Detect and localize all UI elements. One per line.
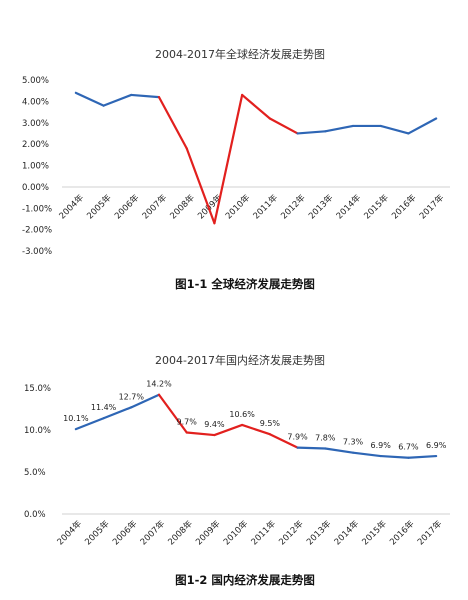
series-segment — [324, 447, 355, 454]
chart-title: 2004-2017年国内经济发展走势图 — [155, 353, 325, 367]
x-tick-label: 2004年 — [57, 192, 86, 221]
series-segment-highlight — [185, 147, 216, 225]
series-segment-highlight — [213, 423, 244, 437]
series-segment — [130, 393, 161, 409]
x-tick-label: 2012年 — [277, 518, 306, 547]
series-segment-highlight — [157, 95, 188, 150]
y-tick-label: -2.00% — [22, 226, 52, 236]
series-segment — [74, 417, 105, 431]
y-tick-label: 0.0% — [24, 510, 46, 520]
y-tick-label: 1.00% — [22, 162, 49, 172]
series-segment — [130, 93, 161, 99]
x-tick-label: 2017年 — [415, 518, 444, 547]
y-tick-label: -3.00% — [22, 247, 52, 257]
x-tick-label: 2004年 — [55, 518, 84, 547]
series-segment-highlight — [157, 393, 188, 434]
x-tick-label: 2016年 — [387, 518, 416, 547]
x-tick-label: 2011年 — [251, 192, 280, 221]
data-label: 7.3% — [343, 438, 364, 447]
x-tick-label: 2014年 — [332, 518, 361, 547]
x-tick-label: 2005年 — [83, 518, 112, 547]
y-tick-label: 3.00% — [22, 119, 49, 129]
data-label: 9.7% — [177, 418, 198, 427]
y-tick-label: -1.00% — [22, 204, 52, 214]
series-segment-highlight — [241, 93, 271, 120]
y-tick-label: 0.00% — [22, 183, 49, 193]
data-label: 9.5% — [260, 419, 281, 428]
series-segment-highlight — [268, 117, 299, 135]
series-segment-highlight — [268, 433, 299, 449]
data-label: 7.8% — [315, 433, 336, 442]
data-label: 6.9% — [426, 441, 447, 450]
series-segment — [296, 130, 327, 135]
x-tick-label: 2007年 — [140, 192, 169, 221]
x-tick-label: 2013年 — [304, 518, 333, 547]
x-tick-label: 2010年 — [221, 518, 250, 547]
data-label: 7.9% — [287, 433, 308, 442]
figure-caption: 图1-1 全球经济发展走势图 — [175, 277, 315, 291]
series-segment — [407, 454, 438, 459]
x-tick-label: 2014年 — [334, 192, 363, 221]
x-tick-label: 2015年 — [360, 518, 389, 547]
series-segment-highlight — [185, 431, 216, 437]
x-tick-label: 2009年 — [193, 518, 222, 547]
chart-domestic-growth: 2004-2017年国内经济发展走势图 15.0% 10.0% 5.0% 0.0% 2… — [24, 353, 450, 587]
y-tick-label: 4.00% — [22, 97, 49, 107]
chart-global-growth: 2004-2017年全球经济发展走势图 5.00% 4.00% 3.00% 2.00%… — [22, 47, 450, 291]
series-segment-highlight — [241, 423, 271, 436]
series-segment — [379, 454, 410, 459]
x-tick-label: 2006年 — [110, 518, 139, 547]
x-tick-label: 2013年 — [306, 192, 335, 221]
x-tick-label: 2010年 — [223, 192, 252, 221]
series-segment — [74, 91, 105, 107]
series-segment-highlight — [213, 93, 244, 225]
x-tick-label: 2007年 — [138, 518, 167, 547]
x-tick-label: 2016年 — [389, 192, 418, 221]
data-label: 9.4% — [204, 420, 225, 429]
series-segment — [324, 124, 355, 133]
y-tick-label: 10.0% — [24, 426, 51, 436]
series-segment — [351, 451, 382, 458]
figure-caption: 图1-2 国内经济发展走势图 — [175, 573, 315, 587]
data-label: 10.1% — [63, 414, 89, 423]
y-tick-label: 15.0% — [24, 384, 51, 394]
y-tick-label: 5.00% — [22, 76, 49, 86]
data-label: 6.7% — [398, 443, 419, 452]
chart-title: 2004-2017年全球经济发展走势图 — [155, 47, 325, 61]
x-tick-label: 2012年 — [279, 192, 308, 221]
y-tick-label: 5.0% — [24, 468, 46, 478]
data-label: 10.6% — [229, 410, 255, 419]
x-tick-label: 2008年 — [168, 192, 197, 221]
data-label: 6.9% — [371, 441, 392, 450]
series-segment — [407, 117, 438, 135]
series-segment — [379, 124, 410, 135]
y-tick-label: 2.00% — [22, 140, 49, 150]
x-tick-label: 2008年 — [166, 518, 195, 547]
data-label: 11.4% — [91, 403, 117, 412]
series-segment — [102, 406, 133, 420]
x-tick-label: 2006年 — [112, 192, 141, 221]
x-tick-label: 2011年 — [249, 518, 278, 547]
x-tick-label: 2015年 — [362, 192, 391, 221]
x-tick-label: 2017年 — [417, 192, 446, 221]
series-segment — [102, 93, 133, 107]
series-segment — [296, 446, 327, 450]
x-tick-label: 2005年 — [85, 192, 114, 221]
data-label: 12.7% — [119, 392, 145, 401]
data-label: 14.2% — [146, 380, 172, 389]
